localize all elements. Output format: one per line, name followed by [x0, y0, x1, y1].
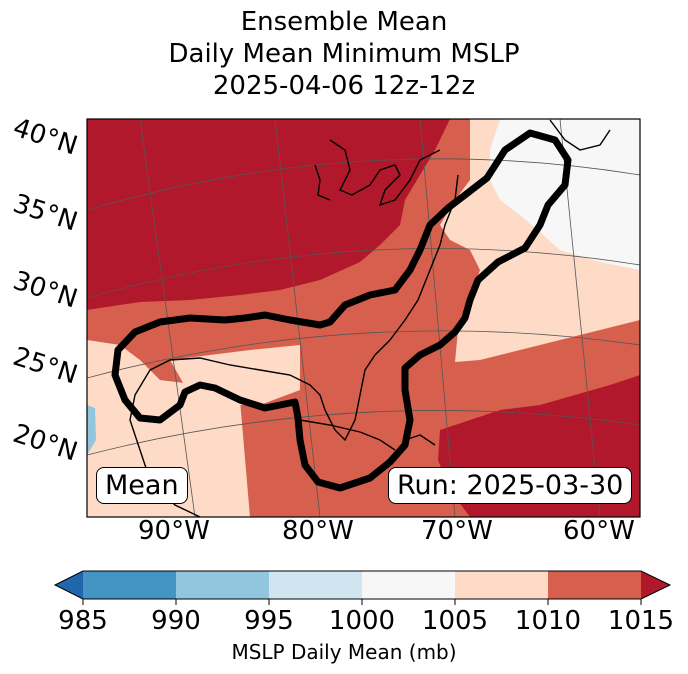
colorbar-swatch-1005-1010 — [455, 571, 548, 599]
title-line2: Daily Mean Minimum MSLP — [168, 39, 520, 69]
title-line1: Ensemble Mean — [240, 7, 448, 37]
pressure-field-1000-northeast — [490, 119, 640, 270]
pressure-contour — [111, 129, 572, 492]
colorbar-tick-1005: 1005 — [421, 606, 489, 636]
lon-label-90w: 90°W — [138, 516, 210, 546]
title-line3: 2025-04-06 12z-12z — [212, 71, 476, 101]
colorbar-tick-1010: 1010 — [514, 606, 582, 636]
run-date-box: Run: 2025-03-30 — [388, 467, 633, 504]
colorbar-extend-low — [55, 571, 83, 599]
colorbar-extend-high — [641, 571, 670, 599]
lon-label-80w: 80°W — [282, 516, 354, 546]
mean-label-box: Mean — [96, 467, 188, 504]
colorbar-ticks — [82, 599, 642, 605]
lon-label-60w: 60°W — [563, 516, 635, 546]
map-frame — [86, 118, 641, 518]
colorbar-tick-1000: 1000 — [328, 606, 396, 636]
colorbar-tick-990: 990 — [151, 606, 201, 636]
colorbar-tick-995: 995 — [244, 606, 294, 636]
colorbar-title: MSLP Daily Mean (mb) — [231, 640, 457, 664]
graticule — [87, 119, 640, 517]
pressure-field-1005-gulf — [170, 345, 300, 405]
colorbar-swatch-995-1000 — [269, 571, 362, 599]
colorbar-swatch-1000-1005 — [362, 571, 455, 599]
coastline — [129, 119, 611, 517]
colorbar-swatch-1010-1015 — [548, 571, 641, 599]
map-area — [87, 119, 640, 517]
pressure-field-995 — [87, 405, 96, 455]
colorbar-swatch-990-995 — [176, 571, 269, 599]
colorbar-tick-985: 985 — [58, 606, 108, 636]
lon-label-70w: 70°W — [421, 516, 493, 546]
colorbar-swatch-985-990 — [83, 571, 176, 599]
colorbar-tick-1015: 1015 — [607, 606, 675, 636]
pressure-field-1015-north — [87, 119, 450, 310]
colorbar — [53, 570, 672, 605]
